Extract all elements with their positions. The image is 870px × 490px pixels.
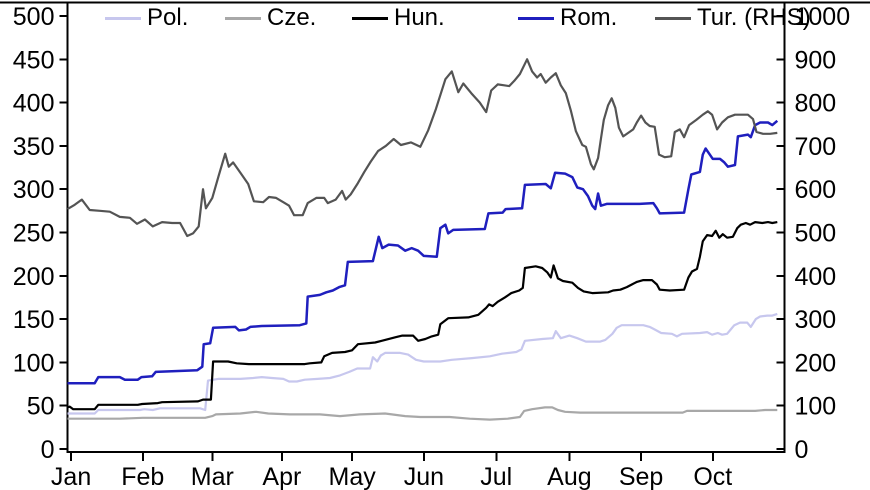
- left-axis-tick-label: 150: [13, 306, 55, 334]
- legend-swatch-rom: [518, 16, 554, 20]
- legend-swatch-cze: [225, 16, 261, 20]
- legend-item-tur: Tur. (RHS): [655, 3, 811, 33]
- legend-label-pol: Pol.: [147, 4, 189, 31]
- series-line-hun: [67, 221, 778, 411]
- left-axis-tick-label: 200: [13, 263, 55, 291]
- right-axis-tick-label: 800: [795, 90, 837, 118]
- x-axis-tick-label: Aug: [547, 463, 591, 490]
- left-axis-tick-label: 500: [13, 3, 55, 31]
- right-axis-tick-label: 0: [795, 436, 809, 464]
- series-lines: [66, 58, 779, 421]
- legend-swatch-pol: [105, 16, 141, 20]
- right-axis-tick-label: 700: [795, 133, 837, 161]
- right-axis-tick-label: 400: [795, 263, 837, 291]
- x-axis-tick-label: Oct: [693, 463, 732, 490]
- series-line-rom: [67, 119, 779, 385]
- right-axis-tick-label: 500: [795, 220, 837, 248]
- legend-swatch-tur: [655, 16, 691, 20]
- x-axis-tick-label: Sep: [619, 463, 663, 490]
- right-axis-tick-label: 600: [795, 176, 837, 204]
- legend-item-cze: Cze.: [225, 3, 316, 33]
- right-axis-tick-label: 300: [795, 306, 837, 334]
- series-line-pol: [67, 312, 778, 415]
- right-axis-tick-label: 200: [795, 349, 837, 377]
- x-axis-tick-label: Apr: [262, 463, 301, 490]
- legend-label-cze: Cze.: [267, 4, 317, 31]
- legend-label-hun: Hun.: [394, 4, 445, 31]
- legend-item-hun: Hun.: [352, 3, 445, 33]
- left-axis-tick-label: 0: [41, 436, 55, 464]
- legend-item-rom: Rom.: [518, 3, 617, 33]
- x-axis-tick-label: Mar: [191, 463, 234, 490]
- x-axis-tick-label: Jun: [404, 463, 444, 490]
- axes: [0, 1, 870, 461]
- legend: Pol. Cze. Hun. Rom. Tur. (RHS): [0, 3, 870, 33]
- left-axis-tick-label: 250: [13, 220, 55, 248]
- series-line-turrhs: [66, 58, 778, 238]
- left-axis-tick-label: 300: [13, 176, 55, 204]
- legend-label-rom: Rom.: [560, 4, 618, 31]
- legend-label-tur: Tur. (RHS): [697, 4, 811, 31]
- legend-item-pol: Pol.: [105, 3, 188, 33]
- left-axis-tick-label: 50: [27, 393, 55, 421]
- legend-swatch-hun: [352, 16, 388, 20]
- right-axis-tick-label: 1000: [795, 3, 851, 31]
- x-axis-tick-label: Jul: [480, 463, 512, 490]
- x-axis-tick-label: Feb: [121, 463, 164, 490]
- right-axis-tick-label: 100: [795, 393, 837, 421]
- left-axis-tick-label: 350: [13, 133, 55, 161]
- axis-tick-labels: 0 50 100 150 200 250 300 350 400 450 500 0 100 200 300…: [13, 3, 850, 490]
- series-line-cze: [67, 406, 778, 421]
- x-axis-tick-label: May: [329, 463, 377, 490]
- left-axis-tick-label: 400: [13, 90, 55, 118]
- left-axis-tick-label: 100: [13, 349, 55, 377]
- x-axis-tick-label: Jan: [51, 463, 91, 490]
- right-axis-tick-label: 900: [795, 46, 837, 74]
- left-axis-tick-label: 450: [13, 46, 55, 74]
